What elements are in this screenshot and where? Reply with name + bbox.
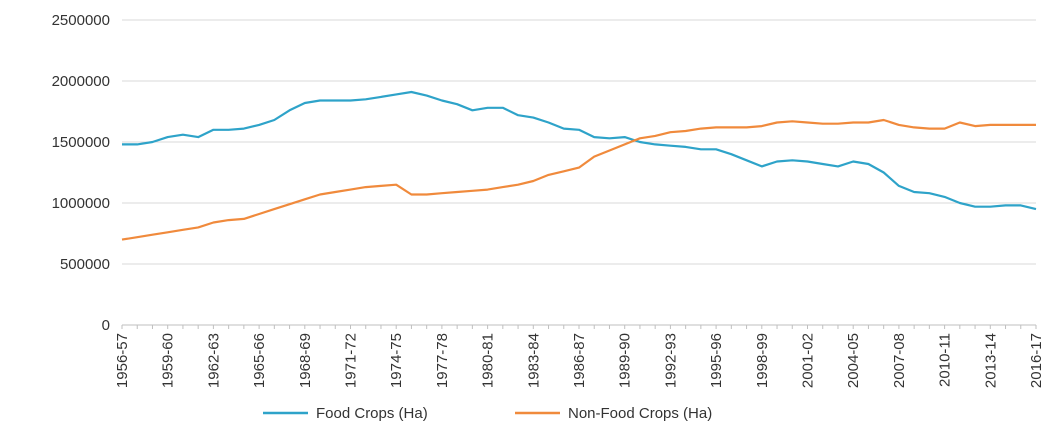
y-tick-label: 2000000 bbox=[52, 73, 110, 90]
x-tick-label: 1968-69 bbox=[297, 333, 314, 388]
legend: Food Crops (Ha) Non-Food Crops (Ha) bbox=[263, 405, 712, 422]
legend-label-2: Non-Food Crops (Ha) bbox=[568, 405, 712, 422]
y-tick-label: 1000000 bbox=[52, 195, 110, 212]
y-axis-tick-labels: 0 500000 1000000 1500000 2000000 2500000 bbox=[52, 12, 110, 334]
x-tick-label: 2013-14 bbox=[982, 333, 999, 388]
y-tick-label: 1500000 bbox=[52, 134, 110, 151]
x-tick-label: 1986-87 bbox=[571, 333, 588, 388]
x-tick-label: 1977-78 bbox=[434, 333, 451, 388]
x-axis bbox=[121, 324, 1037, 329]
series-lines bbox=[121, 90, 1037, 241]
grid-lines bbox=[122, 19, 1036, 265]
legend-label-1: Food Crops (Ha) bbox=[316, 405, 428, 422]
series-line-2 bbox=[121, 118, 1036, 241]
y-tick-label: 0 bbox=[102, 317, 110, 334]
x-tick-label: 1971-72 bbox=[343, 333, 360, 388]
x-tick-label: 1983-84 bbox=[525, 333, 542, 388]
x-tick-label: 2007-08 bbox=[891, 333, 908, 388]
x-tick-label: 2001-02 bbox=[800, 333, 817, 388]
x-tick-label: 2016-17 bbox=[1028, 333, 1045, 388]
series-line-1 bbox=[122, 90, 1037, 211]
x-tick-label: 1959-60 bbox=[160, 333, 177, 388]
x-tick-label: 2004-05 bbox=[845, 333, 862, 388]
x-tick-label: 1962-63 bbox=[205, 333, 222, 388]
x-tick-label: 1965-66 bbox=[251, 333, 268, 388]
x-axis-tick-labels: 1956-57 1959-60 1962-63 1965-66 1968-69 1971-… bbox=[114, 333, 1045, 388]
x-tick-label: 1980-81 bbox=[480, 333, 497, 388]
y-tick-label: 500000 bbox=[60, 256, 110, 273]
y-tick-label: 2500000 bbox=[52, 12, 110, 29]
x-tick-label: 1956-57 bbox=[114, 333, 131, 388]
x-tick-label: 1998-99 bbox=[754, 333, 771, 388]
x-tick-label: 1995-96 bbox=[708, 333, 725, 388]
x-tick-label: 2010-11 bbox=[937, 333, 954, 387]
x-tick-label: 1989-90 bbox=[617, 333, 634, 388]
x-tick-label: 1974-75 bbox=[388, 333, 405, 388]
x-tick-label: 1992-93 bbox=[662, 333, 679, 388]
